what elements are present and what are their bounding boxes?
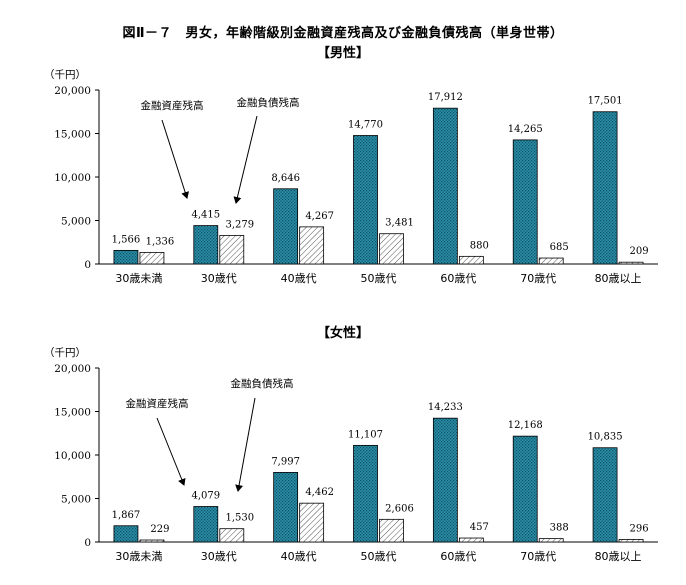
asset-data-label: 17,912 <box>428 92 463 103</box>
y-tick-label: 5,000 <box>61 494 91 506</box>
male-panel-title: 【男性】 <box>316 46 369 61</box>
liability-data-label: 296 <box>630 523 649 534</box>
asset-data-label: 11,107 <box>348 429 383 440</box>
y-tick-label: 0 <box>84 259 91 271</box>
asset-bar <box>512 435 538 543</box>
asset-data-label: 12,168 <box>508 420 543 431</box>
liability-bar <box>139 251 165 265</box>
asset-bar <box>512 139 538 265</box>
y-tick-label: 10,000 <box>54 172 91 184</box>
y-tick-label: 15,000 <box>54 407 91 419</box>
x-category-label: 60歳代 <box>440 272 476 285</box>
x-category-label: 30歳未満 <box>115 272 162 285</box>
liability-data-label: 1,530 <box>225 513 254 524</box>
x-category-label: 60歳代 <box>440 550 476 563</box>
liability-data-label: 3,481 <box>385 218 414 229</box>
asset-bar <box>113 525 139 543</box>
asset-data-label: 17,501 <box>588 96 623 107</box>
liability-bar <box>299 226 325 265</box>
liability-bar <box>219 235 245 265</box>
male-bar-chart: （千円） 0 5,000 10,000 15,000 20,000 30歳未満 1,566 1,… <box>44 69 658 285</box>
female-bar-chart: （千円） 0 5,000 10,000 15,000 20,000 30歳未満 1,867 22… <box>44 347 658 563</box>
liability-annotation-arrow <box>233 115 258 204</box>
asset-data-label: 1,566 <box>112 234 141 245</box>
y-unit-label: （千円） <box>44 69 86 81</box>
asset-data-label: 14,265 <box>508 124 543 135</box>
liability-data-label: 1,336 <box>146 236 175 247</box>
asset-bar <box>592 447 618 543</box>
asset-data-label: 14,233 <box>428 402 463 413</box>
liability-bar <box>379 233 404 265</box>
asset-bar <box>432 417 458 543</box>
x-category-label: 40歳代 <box>281 550 317 563</box>
x-category-label: 50歳代 <box>361 550 397 563</box>
liability-bar <box>458 255 484 265</box>
liability-bar <box>379 518 404 543</box>
liability-bar <box>299 502 325 543</box>
liability-data-label: 209 <box>630 246 649 257</box>
asset-bar <box>193 225 219 265</box>
asset-annotation-label: 金融資産残高 <box>141 99 204 112</box>
x-category-label: 40歳代 <box>281 272 317 285</box>
asset-data-label: 14,770 <box>348 120 383 131</box>
asset-bar <box>193 506 219 543</box>
liability-data-label: 2,606 <box>385 503 414 514</box>
asset-annotation-label: 金融資産残高 <box>126 397 189 410</box>
liability-data-label: 388 <box>550 523 569 534</box>
y-unit-label: （千円） <box>44 347 86 359</box>
asset-bar <box>113 249 139 265</box>
x-category-label: 70歳代 <box>520 272 556 285</box>
liability-data-label: 685 <box>550 242 569 253</box>
x-category-label: 30歳未満 <box>115 550 162 563</box>
asset-data-label: 7,997 <box>271 456 300 467</box>
x-category-label: 30歳代 <box>201 272 237 285</box>
x-category-label: 70歳代 <box>520 550 556 563</box>
asset-bar <box>273 188 299 265</box>
liability-data-label: 3,279 <box>225 219 254 230</box>
liability-data-label: 4,462 <box>305 487 334 498</box>
liability-data-label: 4,267 <box>305 211 334 222</box>
asset-bar <box>273 472 299 543</box>
asset-annotation-arrow <box>161 119 189 199</box>
asset-data-label: 10,835 <box>588 432 623 443</box>
asset-data-label: 4,079 <box>191 491 220 502</box>
liability-annotation-label: 金融負債残高 <box>231 377 294 390</box>
liability-bar <box>139 539 165 543</box>
y-tick-label: 0 <box>84 537 91 549</box>
liability-data-label: 880 <box>470 240 489 251</box>
y-tick-label: 20,000 <box>54 85 91 97</box>
liability-bar <box>458 537 484 543</box>
y-tick-label: 20,000 <box>54 363 91 375</box>
female-panel-title: 【女性】 <box>316 326 369 341</box>
asset-bar <box>353 135 378 265</box>
liability-data-label: 229 <box>150 524 169 535</box>
asset-annotation-arrow <box>156 417 186 486</box>
liability-bar <box>538 257 564 265</box>
figure-title: 図Ⅱ－７ 男女，年齢階級別金融資産残高及び金融負債残高（単身世帯） <box>122 26 564 41</box>
y-tick-label: 15,000 <box>54 129 91 141</box>
liability-bar <box>219 528 245 543</box>
liability-annotation-label: 金融負債残高 <box>237 96 300 109</box>
asset-bar <box>353 444 378 543</box>
asset-data-label: 8,646 <box>271 173 300 184</box>
liability-data-label: 457 <box>470 522 489 533</box>
liability-bar <box>538 538 564 543</box>
asset-data-label: 4,415 <box>191 210 220 221</box>
x-category-label: 50歳代 <box>361 272 397 285</box>
asset-bar <box>592 111 618 265</box>
liability-bar <box>618 539 644 543</box>
asset-bar <box>432 107 458 265</box>
x-category-label: 30歳代 <box>201 550 237 563</box>
y-tick-label: 5,000 <box>61 216 91 228</box>
liability-annotation-arrow <box>235 397 256 492</box>
x-category-label: 80歳以上 <box>595 550 642 563</box>
x-category-label: 80歳以上 <box>595 272 642 285</box>
y-tick-label: 10,000 <box>54 450 91 462</box>
liability-bar <box>618 261 644 265</box>
asset-data-label: 1,867 <box>112 510 141 521</box>
